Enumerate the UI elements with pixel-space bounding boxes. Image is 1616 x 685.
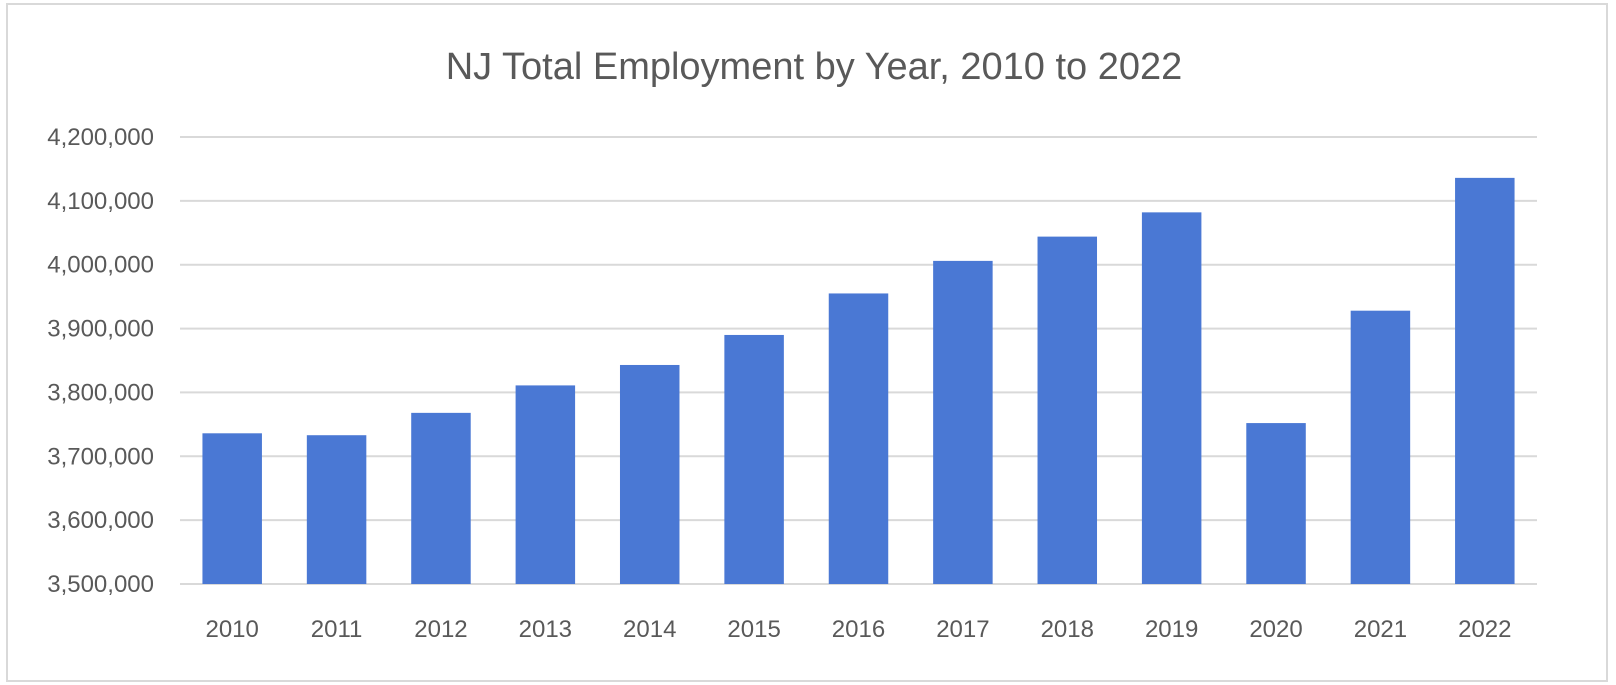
x-tick-label: 2022: [1458, 616, 1511, 643]
y-tick-label: 3,800,000: [47, 379, 154, 406]
bar-2013: [515, 385, 576, 584]
y-axis-tick-labels: 3,500,000 3,600,000 3,700,000 3,800,000 3,90…: [47, 124, 154, 598]
y-tick-label: 3,700,000: [47, 443, 154, 470]
bar-2011: [306, 435, 367, 584]
bars: [202, 177, 1515, 585]
y-tick-label: 3,900,000: [47, 316, 154, 343]
chart-frame: [6, 3, 1608, 682]
x-tick-label: 2015: [727, 616, 780, 643]
y-tick-label: 4,200,000: [47, 124, 154, 151]
x-tick-label: 2012: [414, 616, 467, 643]
bar-2022: [1455, 177, 1515, 584]
y-tick-label: 3,500,000: [47, 571, 154, 598]
bar-2014: [619, 364, 680, 584]
bar-2016: [828, 293, 889, 584]
x-tick-label: 2016: [832, 616, 885, 643]
x-tick-label: 2019: [1145, 616, 1198, 643]
x-axis-tick-labels: 2010 2011 2012 2013 2014 2015 2016 2017 2018 2019…: [205, 616, 1511, 643]
x-tick-label: 2014: [623, 616, 676, 643]
bar-2019: [1141, 212, 1202, 584]
chart-title: NJ Total Employment by Year, 2010 to 202…: [446, 46, 1183, 88]
x-tick-label: 2020: [1249, 616, 1302, 643]
x-tick-label: 2011: [311, 616, 363, 643]
bar-2021: [1350, 310, 1411, 584]
bar-2020: [1246, 423, 1306, 584]
x-tick-label: 2021: [1354, 616, 1407, 643]
x-tick-label: 2013: [519, 616, 572, 643]
y-tick-label: 4,000,000: [47, 252, 154, 279]
y-tick-label: 3,600,000: [47, 507, 154, 534]
x-tick-label: 2017: [936, 616, 989, 643]
bar-2012: [411, 412, 471, 584]
x-tick-label: 2010: [205, 616, 258, 643]
bar-2010: [202, 433, 262, 584]
bar-2017: [933, 260, 993, 584]
y-tick-label: 4,100,000: [47, 188, 154, 215]
bar-2018: [1037, 236, 1098, 585]
bar-2015: [724, 334, 784, 584]
x-tick-label: 2018: [1041, 616, 1094, 643]
